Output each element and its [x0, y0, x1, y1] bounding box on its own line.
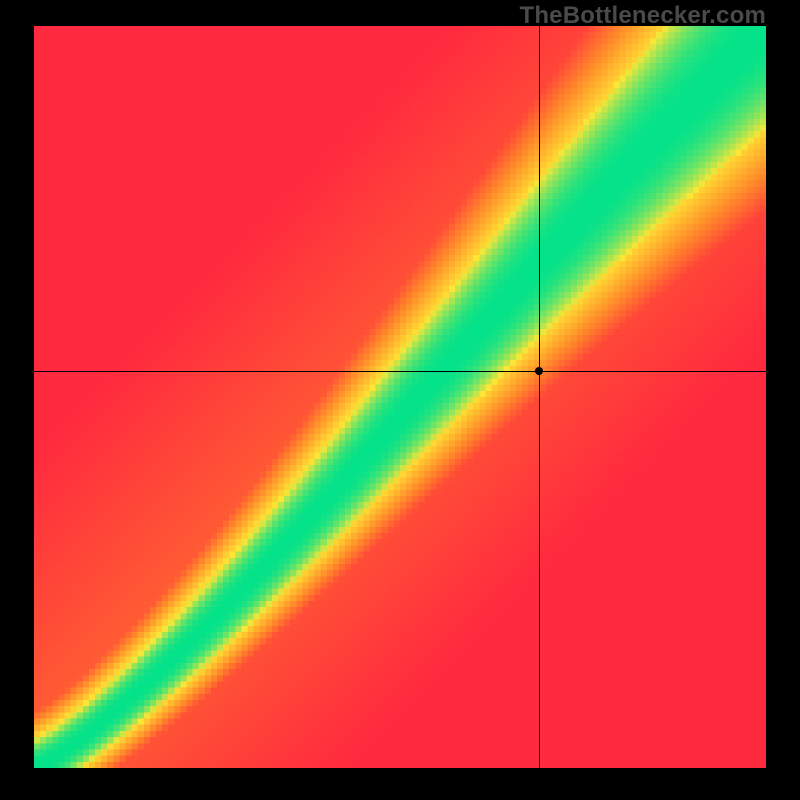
crosshair-canvas [34, 26, 766, 768]
chart-frame: TheBottlenecker.com [0, 0, 800, 800]
watermark-text: TheBottlenecker.com [519, 2, 766, 30]
heatmap-plot [34, 26, 766, 768]
